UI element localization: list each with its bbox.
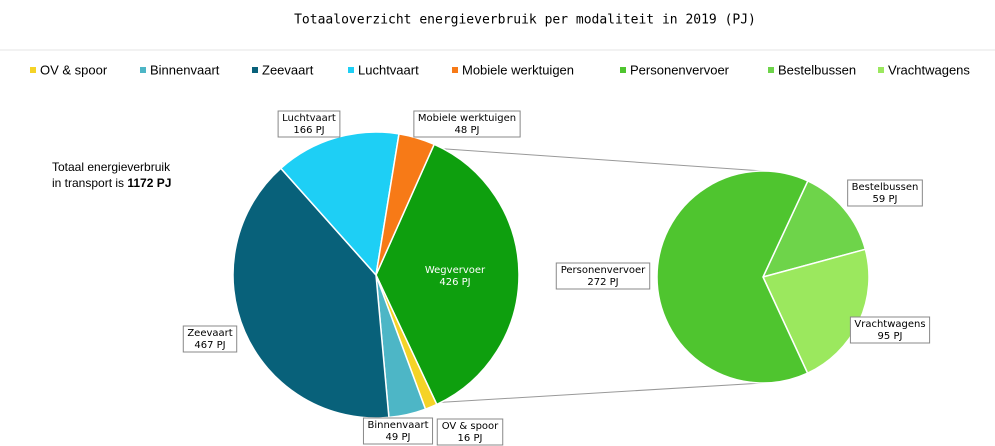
legend-label: Mobiele werktuigen: [462, 62, 574, 77]
label-box: [436, 418, 504, 446]
label-value: 467 PJ: [194, 340, 225, 351]
annotation: Totaal energieverbruik: [52, 160, 171, 174]
label-value: 16 PJ: [458, 433, 483, 444]
label-name: Binnenvaart: [367, 420, 428, 431]
label-box: [849, 316, 931, 344]
label-value: 166 PJ: [293, 125, 324, 136]
annotation: in transport is: [52, 176, 124, 190]
legend-marker: [140, 67, 146, 73]
label-box: [277, 110, 341, 138]
legend-label: Zeevaart: [262, 62, 314, 77]
annotation: in transport is 1172 PJ: [52, 176, 171, 190]
legend-marker: [348, 67, 354, 73]
connector: [429, 382, 764, 404]
legend-label: Luchtvaart: [358, 62, 419, 77]
label-box: [555, 262, 651, 290]
legend-marker: [452, 67, 458, 73]
pie-slice: [232, 167, 390, 419]
legend-label: Binnenvaart: [150, 62, 220, 77]
label-name: Mobiele werktuigen: [418, 113, 516, 124]
legend-label: OV & spoor: [40, 62, 108, 77]
legend-label: Personenvervoer: [630, 62, 730, 77]
legend-marker: [30, 67, 36, 73]
label-value: 272 PJ: [587, 277, 618, 288]
label-value: 48 PJ: [455, 125, 480, 136]
legend-marker: [768, 67, 774, 73]
label-box: [362, 417, 434, 445]
label-name: Personenvervoer: [561, 265, 646, 276]
connector: [431, 147, 764, 172]
pie-slice: [761, 179, 867, 279]
label-box: [413, 110, 521, 138]
label-value: 95 PJ: [878, 331, 903, 342]
label-name: OV & spoor: [442, 421, 499, 432]
label-value: 59 PJ: [873, 194, 898, 205]
legend-marker: [878, 67, 884, 73]
label-value: 426 PJ: [439, 277, 470, 288]
chart-title: Totaaloverzicht energieverbruik per moda…: [294, 13, 756, 28]
annotation-total: 1172 PJ: [127, 176, 171, 190]
label-name: Wegvervoer: [425, 265, 486, 276]
pie-slice: [375, 143, 520, 406]
label-value: 49 PJ: [386, 432, 411, 443]
legend-label: Bestelbussen: [778, 62, 856, 77]
label-name: Bestelbussen: [852, 182, 919, 193]
label-name: Luchtvaart: [282, 113, 336, 124]
pie-slice: [279, 131, 400, 277]
label-box: [182, 325, 238, 353]
legend-marker: [252, 67, 258, 73]
pie-slice: [656, 170, 809, 384]
label-name: Zeevaart: [187, 328, 232, 339]
legend-marker: [620, 67, 626, 73]
label-box: [847, 179, 923, 207]
label-name: Vrachtwagens: [854, 319, 925, 330]
pie-slice: [375, 133, 436, 276]
legend-label: Vrachtwagens: [888, 62, 970, 77]
